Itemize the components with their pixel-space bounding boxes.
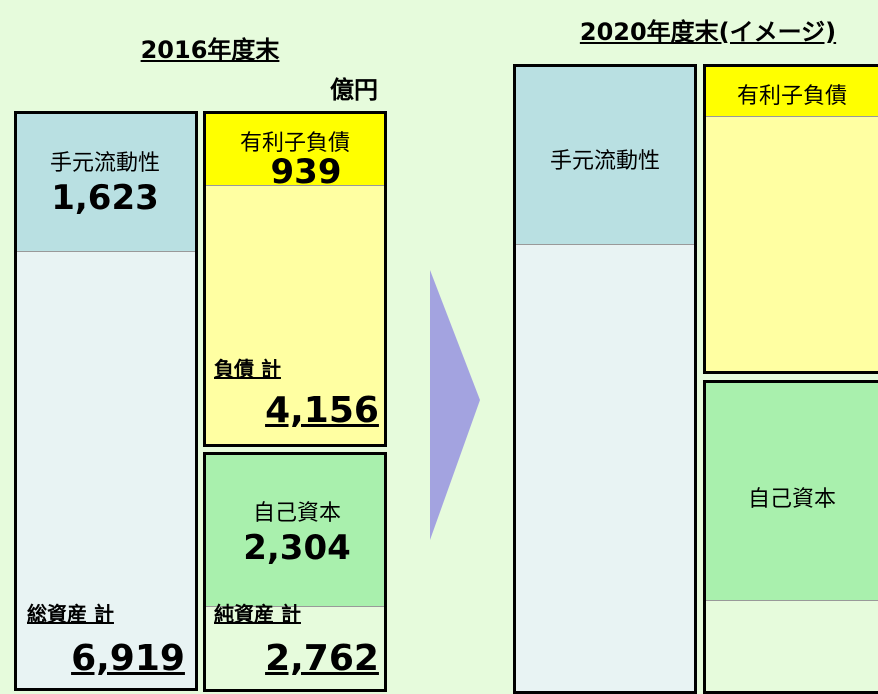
- total-assets-label: 総資産 計: [27, 602, 114, 626]
- liquidity-area-2020: [516, 67, 694, 245]
- arrow-shape: [430, 270, 480, 540]
- unit: 億円: [330, 76, 378, 104]
- equity-label-2020: 自己資本: [747, 487, 837, 512]
- liquidity-value: 1,623: [51, 178, 159, 218]
- right-title: 2020年度末(イメージ): [579, 18, 837, 46]
- net-assets-label: 純資産 計: [214, 602, 301, 626]
- liabilities-total-label: 負債 計: [214, 357, 281, 381]
- liquidity-area: [17, 114, 195, 252]
- net-assets-value: 2,762: [265, 638, 379, 679]
- equity-area-2020: [706, 383, 878, 601]
- total-assets-value: 6,919: [71, 638, 185, 679]
- liabilities-box-2020: [703, 64, 878, 374]
- debt-area-2020: [706, 67, 878, 117]
- debt-label: 有利子負債: [239, 131, 351, 156]
- equity-area: [206, 455, 384, 607]
- arrow: [430, 270, 480, 540]
- equity-box-2020: [703, 380, 878, 694]
- liquidity-label: 手元流動性: [49, 151, 161, 176]
- liabilities-box: [203, 111, 387, 447]
- assets-box-2020: [513, 64, 697, 694]
- debt-area: [206, 114, 384, 186]
- left-title: 2016年度末: [140, 36, 280, 64]
- assets-box: [14, 111, 198, 691]
- liquidity-label-2020: 手元流動性: [549, 149, 661, 174]
- liabilities-total-value: 4,156: [265, 390, 379, 431]
- equity-box: [203, 452, 387, 692]
- debt-value: 939: [270, 152, 342, 192]
- equity-value: 2,304: [243, 528, 351, 568]
- debt-label-2020: 有利子負債: [736, 84, 848, 109]
- equity-label: 自己資本: [252, 501, 342, 526]
